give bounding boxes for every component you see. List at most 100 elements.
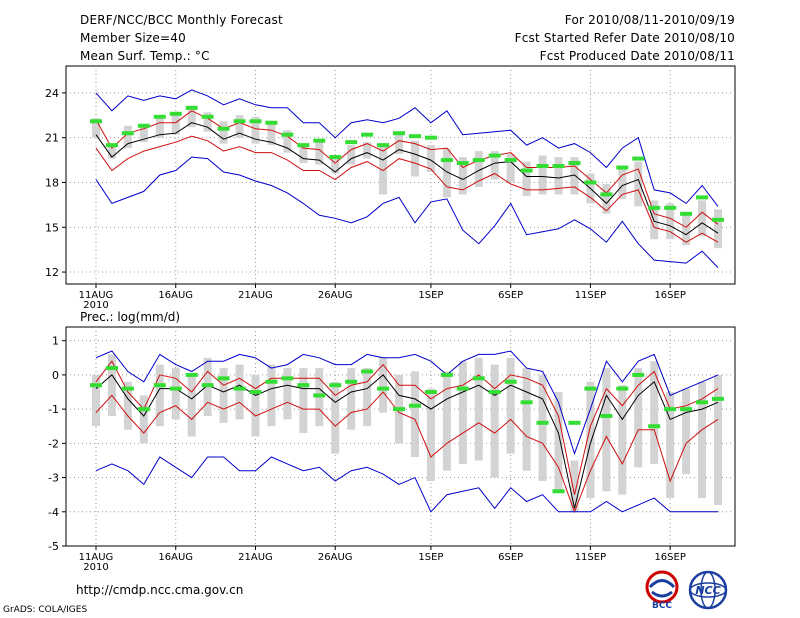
prec-spread-box [698,381,707,499]
temp-spread-box [315,142,324,165]
temp-spread-box [602,183,611,214]
temp-xtick-label: 1SEP [418,290,443,301]
temp-spread-box [522,161,531,196]
temp-spread-box [267,122,276,146]
temp-spread-box [235,115,244,138]
prec-ytick-label: 0 [52,369,59,382]
temp-ytick-label: 15 [45,221,59,234]
prec-spread-box [171,368,180,420]
temp-spread-box [139,124,148,143]
temp-spread-box [155,115,164,138]
prec-spread-box [426,388,435,481]
prec-xtick-label: 11AUG [79,552,114,563]
prec-xtick-label: 11SEP [575,552,606,563]
grads-credit: GrADS: COLA/IGES [3,605,88,615]
prec-line-ensemble-min [95,456,718,513]
prec-xtick-label: 16AUG [158,552,193,563]
prec-spread-box [139,395,148,444]
temp-spread-box [570,157,579,195]
prec-spread-box [682,388,691,475]
prec-spread-box [554,392,563,492]
prec-spread-box [458,361,467,464]
member-size-label: Member Size=40 [80,31,186,45]
temp-ytick-label: 21 [45,132,59,145]
temp-spread-box [554,157,563,195]
temp-spread-box [666,203,675,240]
prec-spread-box [714,374,722,505]
prec-ytick-label: -4 [48,506,59,519]
prec-spread-box [666,392,675,499]
temp-line-ensemble-min [95,156,719,268]
temp-spread-box [634,161,643,207]
prec-xtick-label: 21AUG [238,552,273,563]
temp-ytick-label: 12 [45,266,59,279]
chart-title: DERF/NCC/BCC Monthly Forecast [80,13,283,27]
prec-spread-box [618,385,627,495]
temp-plot-frame [65,65,736,285]
footer-url[interactable]: http://cmdp.ncc.cma.gov.cn [76,583,244,597]
temp-spread-box [490,151,499,180]
temp-spread-box [203,112,212,132]
prec-spread-box [586,381,595,499]
temp-spread-box [426,145,435,173]
temp-ytick-label: 18 [45,176,59,189]
prec-spread-box [92,374,100,427]
temp-spread-box [299,143,308,164]
temp-xtick-label: 16AUG [158,290,193,301]
prec-xtick-label: 6SEP [498,552,523,563]
prec-spread-box [379,357,388,413]
temp-spread-box [123,125,132,149]
precip-panel-title: Prec.: log(mm/d) [80,310,180,324]
temp-spread-box [618,167,627,199]
forecast-period: For 2010/08/11-2010/09/19 [564,13,735,27]
prec-spread-box [267,364,276,427]
temp-year-label: 2010 [83,300,108,311]
temp-spread-box [650,200,659,240]
prec-spread-box [123,381,132,430]
prec-spread-box [602,368,611,492]
temp-line-mean-minus-spread [95,135,719,243]
prec-ytick-label: -2 [48,437,59,450]
prec-spread-box [538,374,547,481]
prec-line-mean-minus-spread [95,391,719,514]
temp-line-mean-plus-spread [95,110,719,228]
prec-spread-box [570,460,579,512]
temp-spread-box [538,155,547,195]
temp-xtick-label: 11SEP [575,290,606,301]
temp-spread-box [506,154,515,183]
prec-spread-box [251,374,260,437]
bcc-logo-text: BCC [652,601,672,610]
temp-spread-box [331,157,340,174]
temp-line-ensemble-max [95,89,719,207]
temp-spread-box [458,157,467,195]
temp-xtick-label: 21AUG [238,290,273,301]
temp-spread-box [714,209,722,249]
temp-spread-box [410,140,419,177]
temp-spread-box [219,121,228,144]
prec-spread-box [299,368,308,434]
prec-spread-box [219,368,228,423]
temp-spread-box [698,200,707,237]
prec-spread-box [187,374,196,437]
temp-spread-box [474,151,483,187]
prec-xtick-label: 16SEP [654,552,685,563]
temp-spread-box [347,145,356,165]
temp-xtick-label: 6SEP [498,290,523,301]
prec-ytick-label: -1 [48,403,59,416]
prec-line-ensemble-mean [95,374,719,509]
prec-spread-box [522,368,531,471]
temp-ytick-label: 24 [45,87,59,100]
temp-spread-box [442,148,451,198]
temp-spread-box [283,130,292,153]
prec-xtick-label: 1SEP [418,552,443,563]
ncc-logo-text: NCC [695,584,720,597]
ncc-logo: NCC [688,570,728,610]
prec-spread-box [235,364,244,420]
temp-spread-box [92,118,100,138]
prec-xtick-label: 26AUG [318,552,353,563]
prec-ytick-label: -3 [48,472,59,485]
prec-spread-box [331,381,340,454]
temp-spread-box [682,213,691,246]
prec-line-ensemble-max [95,350,719,456]
